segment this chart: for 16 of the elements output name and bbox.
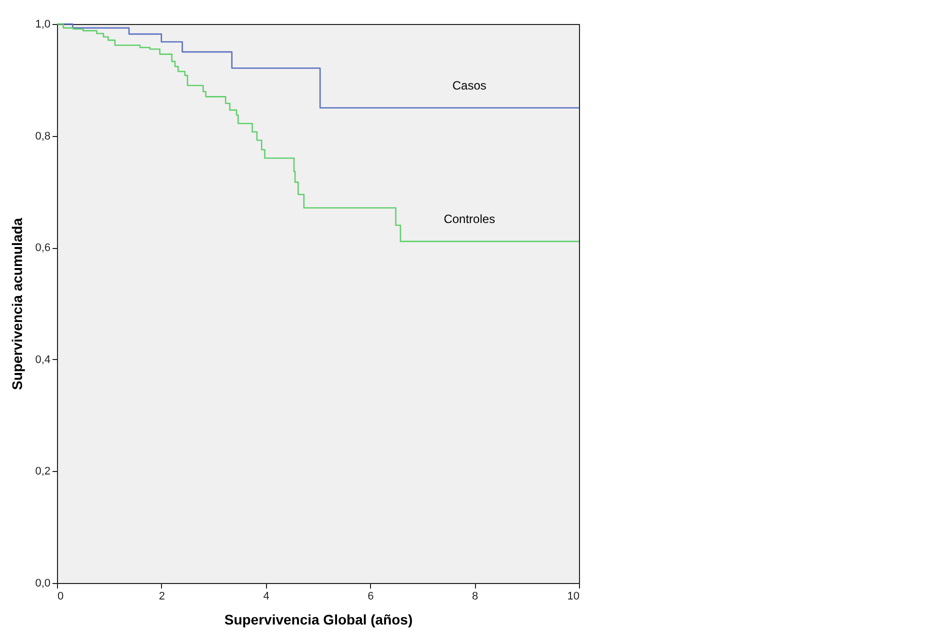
series-label: Controles bbox=[444, 212, 496, 226]
x-tick-label: 0 bbox=[58, 590, 64, 602]
x-axis-title: Supervivencia Global (años) bbox=[224, 612, 413, 628]
x-tick-label: 6 bbox=[368, 590, 374, 602]
x-tick-label: 4 bbox=[263, 590, 270, 602]
y-tick-label: 0,4 bbox=[35, 354, 50, 366]
y-tick-label: 0,2 bbox=[35, 466, 50, 478]
series-label: Casos bbox=[452, 78, 486, 92]
y-tick-label: 1,0 bbox=[35, 18, 50, 30]
x-tick-label: 8 bbox=[472, 590, 478, 602]
x-tick-label: 10 bbox=[567, 590, 580, 602]
y-tick-label: 0,8 bbox=[35, 130, 50, 142]
y-tick-label: 0,6 bbox=[35, 242, 50, 254]
x-tick-label: 2 bbox=[158, 590, 165, 602]
y-axis-title: Supervivencia acumulada bbox=[9, 218, 26, 390]
y-tick-label: 0,0 bbox=[35, 578, 50, 590]
